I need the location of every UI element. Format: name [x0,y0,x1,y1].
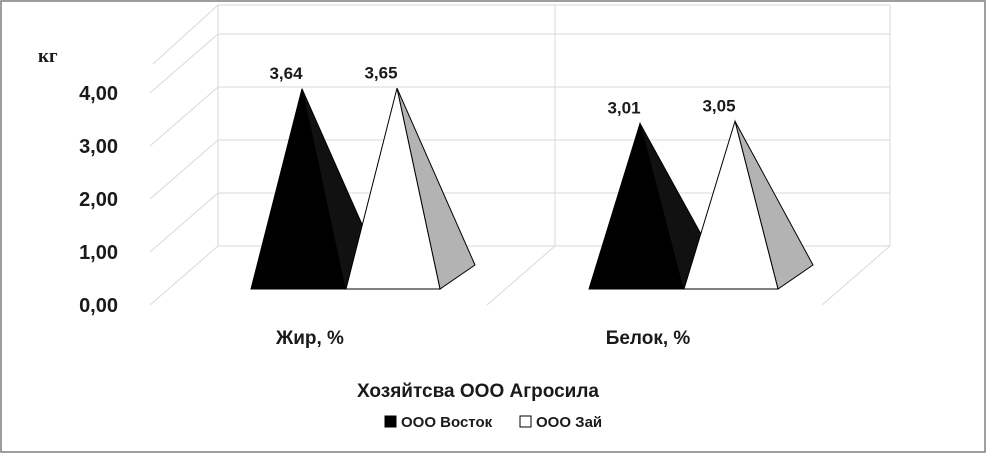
gridline-side-top [152,4,219,65]
data-label: 3,64 [269,64,303,83]
y-tick-label: 0,00 [79,295,118,317]
gridline-side-wall [149,192,219,253]
data-label: 3,05 [702,96,735,115]
legend-label: ООО Восток [401,414,493,431]
gridline-floor-diagonal [486,245,556,306]
gridline-side-wall [149,245,219,306]
y-tick-label: 4,00 [79,83,118,105]
pyramid-front-face [345,88,441,290]
labels: 0,00 1,00 2,00 3,00 4,00 Жир, % 3,64 3,65 Белок,… [79,63,735,349]
legend: ООО Восток ООО Зай [384,414,602,431]
pyramid-front-face [588,121,684,290]
y-tick-label: 2,00 [79,189,118,211]
y-axis-unit-label: кг [38,46,58,67]
data-label: 3,01 [607,98,640,117]
gridline-side-wall [149,139,219,200]
gridline-side-wall [149,86,219,147]
gridline-floor-diagonal [821,245,891,306]
y-tick-label: 1,00 [79,242,118,264]
data-marks [250,88,814,290]
legend-label: ООО Зай [536,414,602,431]
pyramid-front-face [683,119,779,290]
y-tick-label: 3,00 [79,136,118,158]
x-axis-title: Хозяйтсва ООО Агросила [357,381,599,402]
gridline-side-wall [149,33,219,94]
category-label: Белок, % [606,328,691,349]
category-label: Жир, % [275,328,344,349]
pyramid-front-face [250,88,346,290]
gridlines [149,4,891,306]
data-label: 3,65 [364,63,397,82]
legend-swatch [384,415,397,428]
legend-swatch [519,415,532,428]
